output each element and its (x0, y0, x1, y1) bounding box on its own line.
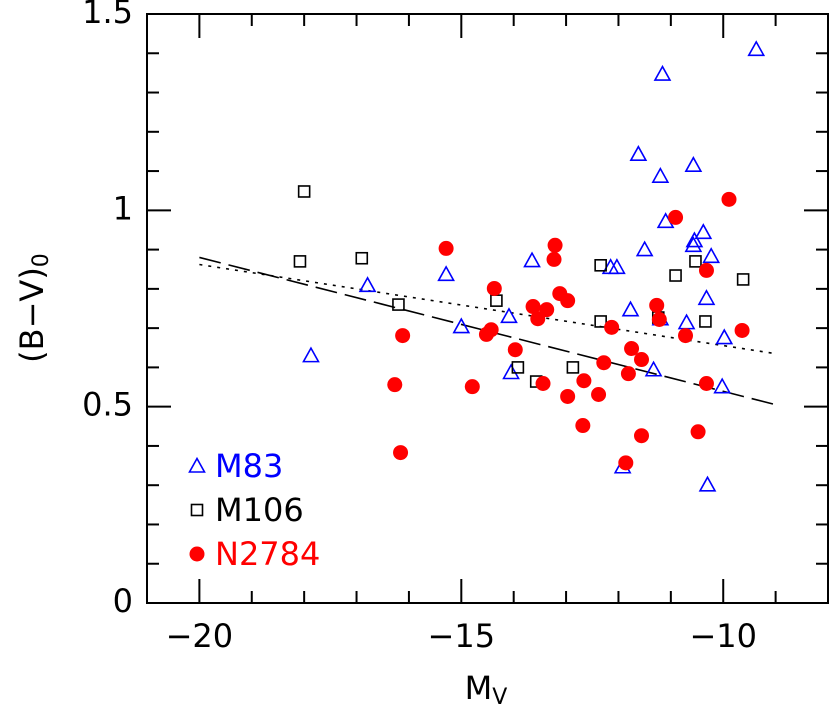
square-marker (669, 269, 682, 282)
circle-marker (547, 237, 563, 253)
triangle-marker (629, 145, 648, 161)
plot-frame (146, 13, 829, 604)
circle-marker (189, 546, 205, 562)
square-marker (689, 255, 702, 268)
square-marker (736, 273, 750, 286)
x-label-main: M (465, 669, 493, 707)
triangle-marker (677, 313, 696, 330)
triangle-marker (685, 231, 704, 248)
triangle-marker (697, 289, 716, 306)
circle-marker (620, 366, 636, 382)
square-marker (392, 298, 405, 311)
triangle-marker (502, 363, 520, 380)
triangle-marker (358, 276, 377, 293)
circle-marker (634, 428, 650, 444)
x-tick-label: −15 (428, 617, 496, 655)
circle-marker (651, 311, 667, 327)
y-tick-label: 1 (113, 189, 133, 227)
square-marker (190, 503, 204, 517)
circle-marker (604, 319, 620, 335)
square-marker (594, 315, 607, 328)
circle-marker (525, 299, 541, 315)
triangle-marker (500, 307, 518, 324)
circle-marker (535, 375, 551, 391)
circle-marker (624, 341, 640, 357)
circle-marker (668, 209, 684, 225)
circle-marker (560, 388, 576, 404)
circle-marker (464, 379, 480, 395)
triangle-marker (651, 167, 670, 183)
circle-marker (546, 251, 562, 267)
triangle-marker (302, 346, 320, 363)
circle-marker (486, 280, 502, 296)
y-label-main: (B−V) (13, 267, 51, 363)
triangle-marker (684, 236, 703, 253)
circle-marker (698, 262, 714, 278)
legend-label: M83 (215, 447, 283, 485)
square-marker (355, 251, 369, 265)
triangle-marker (437, 265, 455, 282)
square-marker (297, 185, 311, 198)
legend-label: M106 (215, 491, 304, 529)
triangle-marker (715, 328, 734, 345)
triangle-marker (635, 240, 654, 257)
legend-label: N2784 (215, 535, 320, 573)
circle-marker (649, 297, 665, 313)
triangle-marker (644, 360, 663, 377)
triangle-marker (747, 40, 766, 57)
circle-marker (576, 373, 592, 389)
square-marker (594, 259, 607, 272)
x-axis-label: MV (465, 669, 508, 710)
circle-marker (591, 386, 607, 402)
square-marker (699, 315, 712, 328)
circle-marker (395, 328, 411, 344)
circle-marker (387, 377, 403, 393)
circle-marker (698, 375, 714, 391)
circle-marker (734, 322, 750, 338)
circle-marker (634, 352, 650, 368)
circle-marker (596, 355, 612, 371)
circle-marker (393, 445, 409, 461)
square-marker (293, 255, 307, 268)
square-marker (566, 361, 580, 374)
triangle-marker (621, 300, 640, 317)
circle-marker (560, 293, 576, 309)
triangle-marker (608, 258, 626, 275)
circle-marker (530, 311, 546, 327)
y-tick-label: 1.5 (82, 0, 133, 31)
circle-marker (690, 424, 706, 440)
y-axis-label: (B−V)0 (13, 253, 54, 363)
triangle-marker (702, 247, 721, 264)
triangle-marker (188, 456, 206, 473)
circle-marker (721, 191, 737, 207)
triangle-marker (452, 317, 471, 334)
triangle-marker (694, 223, 713, 240)
x-label-sub: V (492, 685, 507, 710)
triangle-marker (684, 156, 703, 172)
x-tick-label: −20 (166, 617, 234, 655)
square-marker (490, 294, 503, 307)
fit-line (199, 256, 776, 406)
y-tick-label: 0.5 (82, 386, 133, 424)
circle-marker (438, 240, 454, 256)
circle-marker (478, 326, 494, 342)
triangle-marker (713, 377, 732, 394)
x-tick-label: −10 (689, 617, 757, 655)
circle-marker (575, 418, 591, 434)
triangle-marker (523, 251, 541, 268)
circle-marker (678, 328, 694, 344)
y-tick-label: 0 (113, 582, 133, 620)
triangle-marker (653, 64, 672, 81)
circle-marker (618, 455, 634, 471)
y-label-sub: 0 (29, 253, 54, 267)
circle-marker (507, 342, 523, 358)
triangle-marker (698, 475, 717, 492)
square-marker (511, 361, 525, 374)
